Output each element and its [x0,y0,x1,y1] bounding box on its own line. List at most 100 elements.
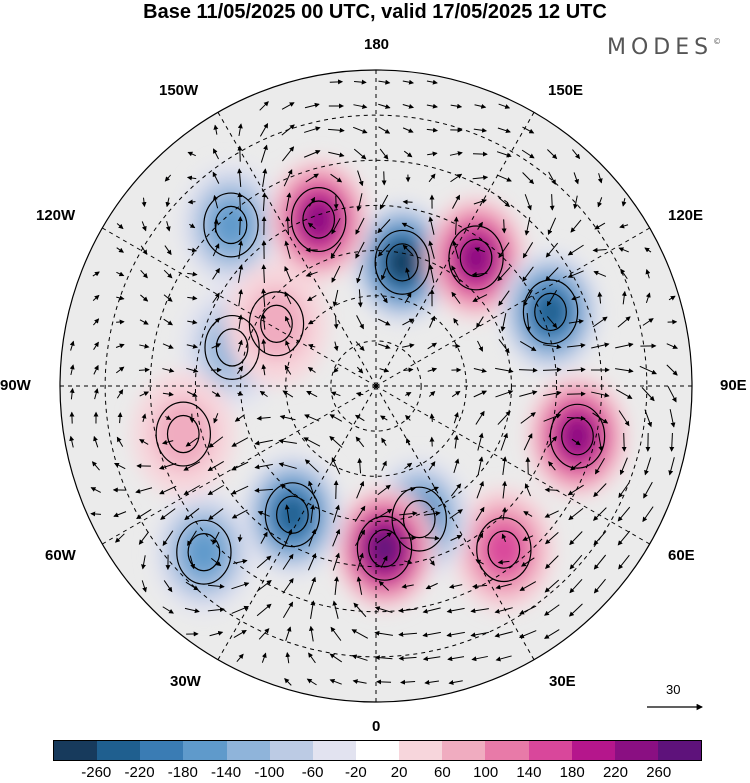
wind-vector [303,150,321,158]
wind-vector [237,314,243,329]
wind-vector [162,343,174,349]
wind-vector [569,578,583,594]
wind-vector [669,432,675,452]
wind-vector [307,319,316,325]
wind-vector [116,436,124,447]
wind-vector [330,626,342,641]
wind-vector [357,289,363,308]
wind-vector [498,242,510,259]
wind-vector [305,173,319,183]
wind-vector [495,655,512,662]
lon-label-150e: 150E [548,82,584,99]
wind-vector [256,579,272,592]
wind-vector [543,344,562,350]
wind-vector [262,168,268,187]
wind-vector [183,461,201,471]
colorbar-tick-label: 260 [646,764,672,781]
wind-vector [328,127,345,133]
wind-vector [615,342,634,349]
wind-vector [261,288,267,307]
wind-vector [310,600,316,619]
wind-vector [162,530,174,547]
wind-vector [448,680,463,685]
wind-vector [282,601,294,618]
wind-vector [213,124,219,135]
wind-vector [547,436,557,448]
wind-vector [570,461,582,471]
colorbar-tick-label: 220 [602,764,628,781]
wind-vector [237,192,243,212]
wind-vector [618,247,629,253]
wind-vector [332,600,339,619]
wind-vector [402,244,414,256]
wind-vector [140,269,148,279]
wind-vector [333,315,339,330]
wind-vector [497,266,511,282]
wind-vector [141,555,146,570]
wind-vector [212,531,220,545]
wind-vector [231,461,249,471]
lon-label-30w: 30W [170,673,201,690]
wind-vector [284,240,291,259]
wind-vector [308,528,317,547]
wind-vector [116,319,125,325]
wind-vector [141,197,147,208]
wind-vector [207,460,224,472]
height-contour [248,291,305,357]
wind-vector [164,174,172,182]
wind-vector [234,414,245,422]
wind-vector [231,605,250,614]
wind-vector [568,603,583,617]
wind-vector [69,435,75,448]
wind-vector [546,290,558,307]
wind-vector [380,293,388,304]
wind-vector [187,271,198,277]
wind-vector [502,456,508,475]
colorbar-swatch-8 [399,741,443,760]
wind-vector [545,242,559,258]
wind-vector [308,576,316,595]
wind-vector [398,608,417,613]
wind-vector [621,197,627,207]
modes-logo: MODES© [607,35,721,60]
wind-vector [402,343,415,349]
wind-vector [281,124,295,136]
wind-vector [212,267,220,280]
wind-vector [187,199,196,205]
wind-vector [356,265,364,284]
wind-vector [475,506,485,521]
wind-vector [164,245,172,256]
wind-vector [428,240,435,259]
wind-vector [92,271,100,277]
wind-vector [597,197,603,208]
wind-vector [427,151,438,157]
wind-vector [593,530,607,546]
wind-vector [402,318,415,326]
wind-vector [231,582,250,590]
wind-vector [548,461,556,471]
height-contour [549,403,606,469]
wind-vector [186,175,197,181]
wind-vector [329,435,343,448]
wind-vector [472,294,488,302]
wind-vector [304,102,320,109]
wind-vector [138,367,150,373]
wind-vector [254,439,273,446]
wind-vector [615,368,634,374]
wind-vector [569,531,583,546]
wind-vector [379,194,389,210]
wind-vector [189,555,196,570]
wind-vector [429,315,436,328]
wind-vector [525,312,531,332]
wind-vector [259,390,268,398]
wind-vector [426,79,438,85]
wind-vector [141,413,147,422]
wind-vector [304,459,319,473]
colorbar-swatch-5 [269,741,313,760]
wind-vector [494,607,513,614]
wind-vector [449,151,463,157]
wind-vector [405,437,411,446]
wind-vector [403,367,414,373]
wind-vector [496,151,512,158]
wind-vector [404,292,412,304]
